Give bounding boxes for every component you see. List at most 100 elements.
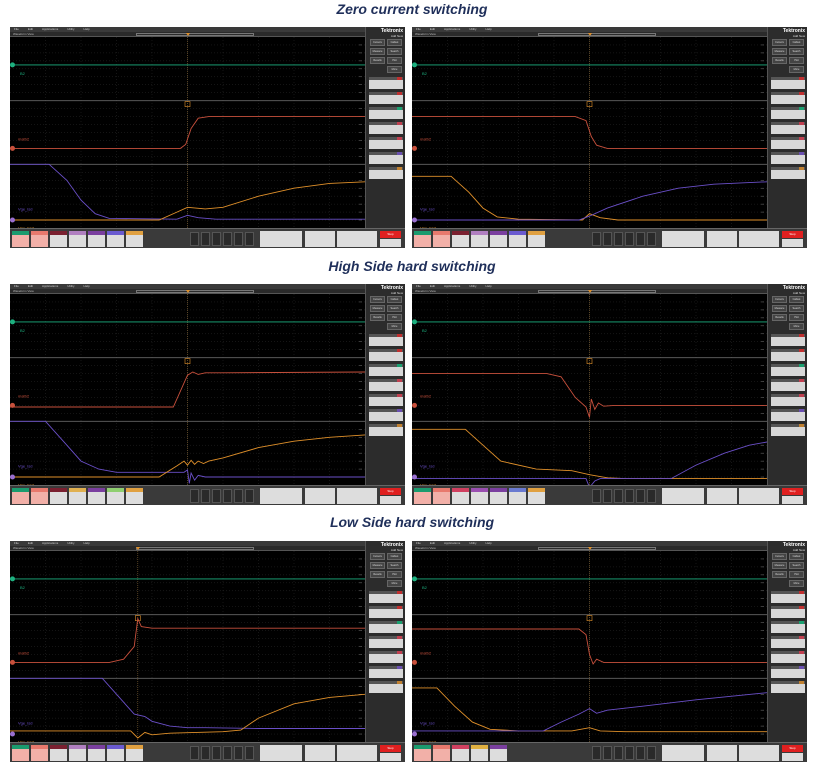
channel-badge[interactable] (490, 745, 507, 761)
control-button[interactable] (190, 746, 199, 760)
channel-badge[interactable] (471, 745, 488, 761)
control-button[interactable] (647, 746, 656, 760)
sidebar-button-results-table[interactable]: Results Table (370, 571, 385, 578)
menu-item[interactable]: File (416, 284, 421, 288)
sidebar-button-plot[interactable]: Plot (387, 571, 402, 578)
menu-item[interactable]: Applications (42, 284, 59, 288)
menu-item[interactable]: Help (485, 284, 492, 288)
control-button[interactable] (201, 489, 210, 503)
info-badge[interactable] (260, 745, 302, 761)
info-badge[interactable] (305, 488, 335, 504)
stop-button[interactable]: Stop (782, 745, 803, 752)
channel-badge[interactable] (88, 745, 105, 761)
menu-item[interactable]: File (416, 27, 421, 31)
channel-badge[interactable] (50, 488, 67, 504)
channel-marker-math2[interactable] (412, 145, 417, 151)
channel-badge[interactable] (509, 231, 526, 247)
control-button[interactable] (245, 489, 254, 503)
measurement-badge[interactable] (369, 666, 403, 678)
channel-badge[interactable] (471, 488, 488, 504)
sidebar-button-plot[interactable]: Plot (789, 314, 804, 321)
sidebar-button-more[interactable]: More (789, 66, 804, 73)
info-badge[interactable] (707, 745, 737, 761)
stop-button[interactable]: Stop (380, 231, 401, 238)
measurement-badge[interactable] (369, 636, 403, 648)
trigger-marker-icon[interactable] (586, 615, 593, 621)
measurement-badge[interactable] (369, 92, 403, 104)
channel-badge[interactable] (433, 745, 450, 761)
channel-badge[interactable] (12, 231, 29, 247)
channel-badge[interactable] (452, 488, 469, 504)
channel-badge[interactable] (126, 745, 143, 761)
control-button[interactable] (223, 746, 232, 760)
menu-item[interactable]: Edit (27, 27, 34, 31)
menu-item[interactable]: File (14, 541, 19, 545)
trigger-marker-icon[interactable] (184, 358, 191, 364)
sidebar-button-results-table[interactable]: Results Table (772, 314, 787, 321)
control-button[interactable] (245, 746, 254, 760)
menu-item[interactable]: File (14, 284, 19, 288)
measurement-badge[interactable] (771, 409, 805, 421)
control-button[interactable] (234, 489, 243, 503)
control-button[interactable] (647, 489, 656, 503)
control-button[interactable] (636, 232, 645, 246)
control-button[interactable] (636, 746, 645, 760)
channel-marker-vge_lsd[interactable] (10, 217, 15, 223)
channel-badge[interactable] (69, 745, 86, 761)
channel-badge[interactable] (509, 488, 526, 504)
menu-item[interactable]: Edit (429, 284, 436, 288)
sidebar-button-more[interactable]: More (387, 323, 402, 330)
menu-item[interactable]: Help (485, 541, 492, 545)
menu-item[interactable]: Applications (42, 541, 59, 545)
info-badge[interactable] (305, 231, 335, 247)
sidebar-button-measure[interactable]: Measure (370, 562, 385, 569)
channel-marker-b2[interactable] (412, 576, 417, 582)
sidebar-button-results-table[interactable]: Results Table (370, 314, 385, 321)
trigger-marker-icon[interactable] (586, 358, 593, 364)
channel-badge[interactable] (107, 745, 124, 761)
control-button[interactable] (603, 489, 612, 503)
info-badge[interactable] (337, 745, 377, 761)
sidebar-button-plot[interactable]: Plot (387, 57, 402, 64)
sidebar-button-search[interactable]: Search (789, 305, 804, 312)
channel-badge[interactable] (69, 231, 86, 247)
control-button[interactable] (625, 746, 634, 760)
info-badge[interactable] (260, 488, 302, 504)
control-button[interactable] (614, 746, 623, 760)
control-button[interactable] (212, 232, 221, 246)
measurement-badge[interactable] (771, 92, 805, 104)
measurement-badge[interactable] (369, 349, 403, 361)
trigger-marker-icon[interactable] (184, 101, 191, 107)
channel-badge[interactable] (414, 745, 431, 761)
sidebar-button-more[interactable]: More (387, 580, 402, 587)
menu-item[interactable]: Edit (429, 27, 436, 31)
menu-item[interactable]: Utility (469, 541, 477, 545)
measurement-badge[interactable] (771, 651, 805, 663)
measurement-badge[interactable] (771, 77, 805, 89)
channel-badge[interactable] (528, 231, 545, 247)
measurement-badge[interactable] (369, 651, 403, 663)
channel-badge[interactable] (31, 488, 48, 504)
timeline-scrollbar[interactable] (538, 290, 656, 293)
sidebar-button-plot[interactable]: Plot (387, 314, 402, 321)
info-badge[interactable] (337, 231, 377, 247)
sidebar-button-results-table[interactable]: Results Table (370, 57, 385, 64)
measurement-badge[interactable] (771, 379, 805, 391)
trigger-position-icon[interactable] (587, 290, 592, 293)
measurement-badge[interactable] (369, 394, 403, 406)
menu-item[interactable]: File (14, 27, 19, 31)
stop-button[interactable]: Stop (380, 488, 401, 495)
sidebar-button-callout[interactable]: Callout (387, 39, 402, 46)
channel-marker-vge_lsd[interactable] (10, 731, 15, 737)
sidebar-button-cursors[interactable]: Cursors (370, 553, 385, 560)
menu-item[interactable]: File (416, 541, 421, 545)
measurement-badge[interactable] (771, 137, 805, 149)
sidebar-button-search[interactable]: Search (789, 48, 804, 55)
measurement-badge[interactable] (771, 152, 805, 164)
info-badge[interactable] (662, 231, 704, 247)
channel-marker-vge_lsd[interactable] (412, 731, 417, 737)
